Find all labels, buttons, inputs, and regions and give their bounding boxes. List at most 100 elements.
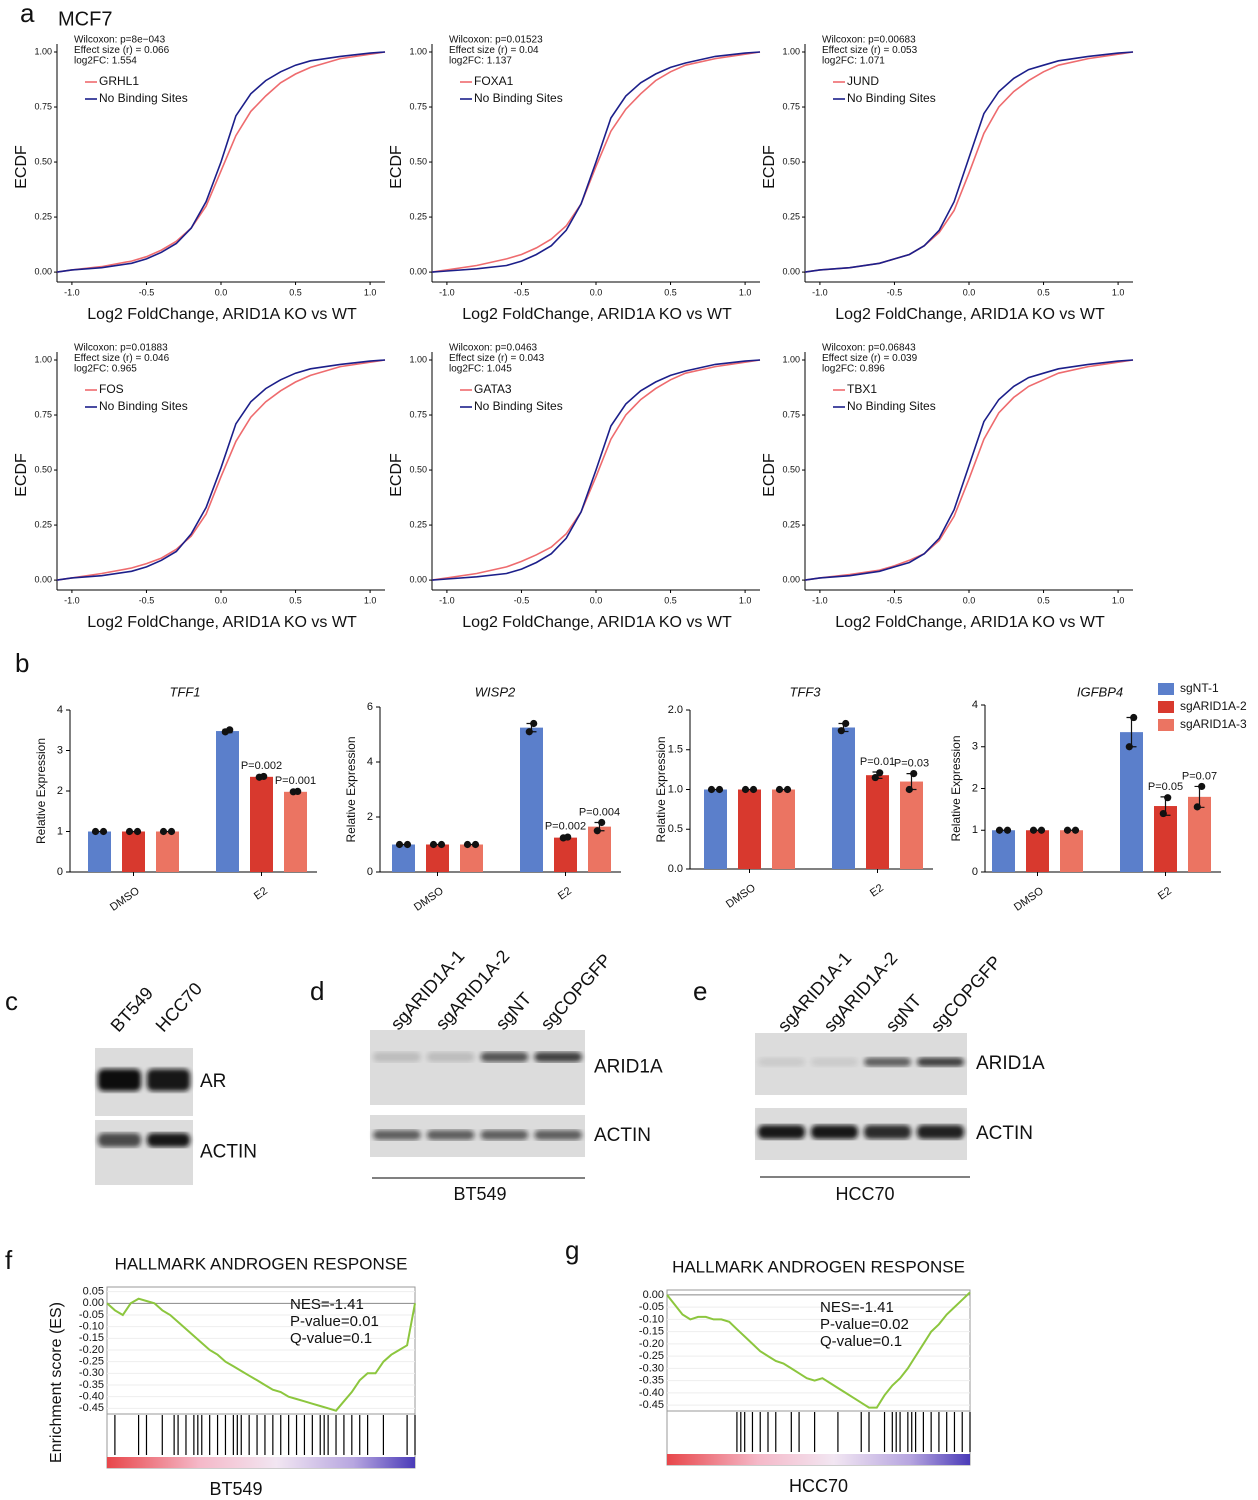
replicate-point (429, 840, 438, 849)
y-tick-label: -0.05 (79, 1309, 104, 1321)
y-tick-label: 4 (367, 756, 373, 768)
bar (250, 776, 273, 872)
y-tick-label: 2 (367, 811, 373, 823)
rank-colorbar (667, 1454, 970, 1465)
lane-label: HCC70 (152, 979, 206, 1036)
replicate-point (1130, 713, 1138, 722)
ecdf-line (56, 51, 386, 273)
x-tick-label: 0.0 (215, 595, 228, 605)
annotation: Wilcoxon: p=0.01523 (449, 35, 543, 46)
replicate-point (260, 772, 268, 781)
replicate-point (1071, 826, 1080, 834)
y-tick-label: 0.25 (782, 211, 800, 221)
x-tick-label: -1.0 (812, 595, 828, 605)
y-tick-label: 0.75 (34, 409, 52, 419)
y-tick-label: 0.75 (409, 101, 427, 111)
annotation: log2FC: 1.137 (449, 56, 512, 67)
annotation: Q-value=0.1 (290, 1330, 372, 1347)
y-tick-label: -0.15 (79, 1332, 104, 1344)
blot-band (917, 1057, 964, 1067)
replicate-point (1037, 826, 1046, 834)
p-value-label: P=0.004 (579, 806, 620, 818)
annotation: Effect size (r) = 0.043 (449, 353, 545, 364)
y-axis-label: ECDF (761, 145, 778, 189)
y-tick-label: -0.25 (639, 1350, 664, 1362)
y-tick-label: 1.00 (409, 354, 427, 364)
y-tick-label: 1.0 (668, 783, 683, 795)
replicate-point (837, 727, 845, 735)
legend-label: sgARID1A-2 (1180, 699, 1247, 713)
y-tick-label: 0.75 (782, 409, 800, 419)
x-axis-label: Log2 FoldChange, ARID1A KO vs WT (835, 306, 1105, 323)
x-tick-label: DMSO (108, 885, 142, 914)
x-tick-label: 0.0 (215, 287, 228, 297)
annotation: Effect size (r) = 0.039 (822, 353, 918, 364)
y-tick-label: 1.00 (409, 46, 427, 56)
blot-band (373, 1130, 421, 1140)
blot-band (426, 1052, 475, 1062)
y-axis-label: ECDF (761, 453, 778, 497)
blot-band (373, 1052, 421, 1062)
replicate-point (876, 769, 884, 777)
y-tick-label: 3 (972, 741, 978, 753)
replicate-point (125, 827, 134, 836)
replicate-point (471, 840, 480, 849)
x-tick-label: E2 (556, 885, 574, 903)
y-tick-label: 2 (972, 782, 978, 794)
y-axis-label: Relative Expression (34, 738, 48, 844)
legend-label: No Binding Sites (847, 91, 936, 105)
y-tick-label: 0 (972, 866, 978, 878)
bar (1026, 830, 1049, 872)
p-value-label: P=0.07 (1182, 770, 1217, 782)
band-label: ACTIN (200, 1142, 257, 1163)
legend-label: No Binding Sites (99, 399, 188, 413)
p-value-label: P=0.001 (275, 775, 316, 787)
y-tick-label: 0.50 (34, 156, 52, 166)
y-tick-label: -0.20 (79, 1344, 104, 1356)
y-tick-label: 0.00 (34, 266, 52, 276)
replicate-point (403, 840, 412, 849)
ecdf-line (431, 51, 761, 273)
x-tick-label: 0.0 (963, 595, 976, 605)
bar (992, 830, 1015, 872)
legend-label: GATA3 (474, 382, 512, 396)
band-label: ACTIN (976, 1123, 1033, 1144)
x-tick-label: E2 (868, 882, 886, 900)
ecdf-line (431, 359, 761, 581)
es-line (106, 1297, 416, 1412)
replicate-point (226, 726, 234, 734)
annotation: log2FC: 1.554 (74, 56, 137, 67)
panel-letter: b (15, 648, 29, 678)
x-tick-label: -1.0 (439, 287, 455, 297)
x-axis-label: Log2 FoldChange, ARID1A KO vs WT (462, 614, 732, 631)
x-tick-label: 0.0 (963, 287, 976, 297)
replicate-point (1125, 743, 1133, 751)
y-tick-label: 0.00 (409, 266, 427, 276)
bar (392, 844, 415, 872)
band-label: ARID1A (976, 1053, 1045, 1074)
x-axis-label: Log2 FoldChange, ARID1A KO vs WT (835, 614, 1105, 631)
ecdf-line (804, 359, 1134, 581)
bar (284, 791, 307, 872)
lane-label: sgNT (492, 989, 536, 1034)
y-tick-label: -0.40 (79, 1391, 104, 1403)
bar (426, 844, 449, 872)
replicate-point (564, 833, 572, 841)
annotation: Q-value=0.1 (820, 1333, 902, 1350)
x-tick-label: -1.0 (64, 287, 80, 297)
y-tick-label: -0.30 (639, 1362, 664, 1374)
x-tick-label: 0.5 (289, 287, 302, 297)
replicate-point (1193, 803, 1201, 811)
bar (900, 781, 923, 869)
replicate-point (1003, 826, 1012, 834)
replicate-point (995, 826, 1004, 834)
chart-title: HALLMARK ANDROGEN RESPONSE (672, 1257, 965, 1276)
annotation: NES=-1.41 (290, 1296, 364, 1313)
replicate-point (707, 785, 716, 794)
replicate-point (871, 773, 879, 782)
sample-label: HCC70 (789, 1476, 848, 1496)
replicate-point (91, 827, 100, 836)
plot-frame (666, 1289, 971, 1466)
y-axis-label: Relative Expression (654, 736, 668, 842)
chart-title: IGFBP4 (1077, 684, 1123, 699)
